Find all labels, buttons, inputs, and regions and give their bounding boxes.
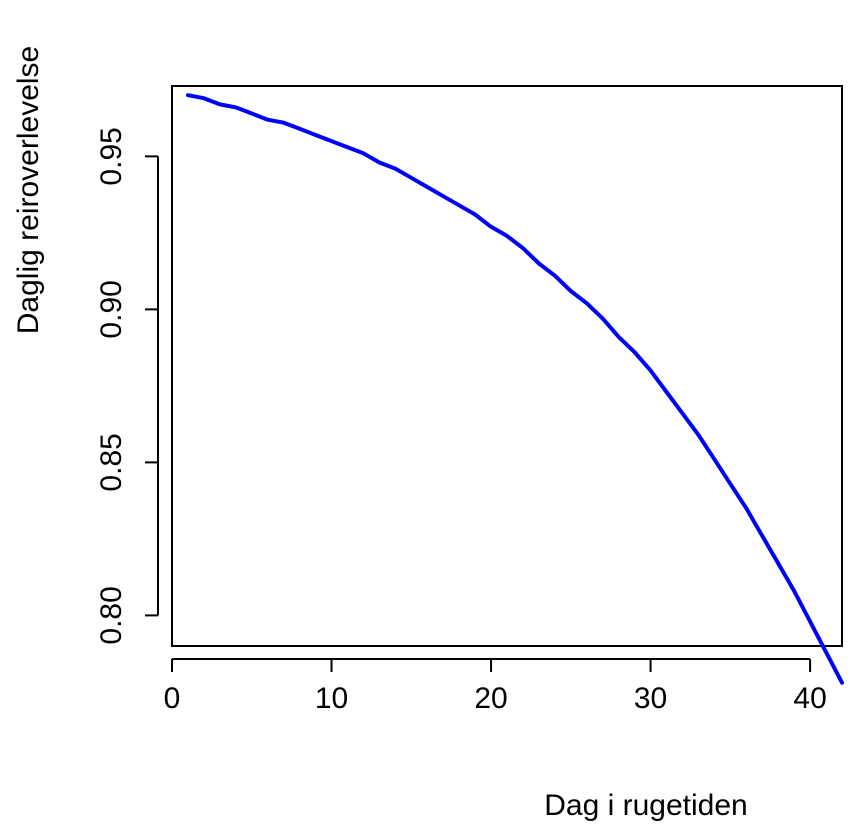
x-axis-title: Dag i rugetiden bbox=[544, 789, 747, 822]
y-tick-label: 0.95 bbox=[95, 127, 128, 185]
x-tick-label: 40 bbox=[793, 682, 826, 715]
y-tick-label: 0.85 bbox=[95, 433, 128, 491]
y-axis-ticks: 0.80 0.85 0.90 0.95 bbox=[95, 127, 158, 645]
x-axis-ticks: 0 10 20 30 40 bbox=[164, 659, 827, 715]
x-tick-label: 30 bbox=[634, 682, 667, 715]
y-tick-label: 0.80 bbox=[95, 586, 128, 644]
x-tick-label: 20 bbox=[474, 682, 507, 715]
y-tick-label: 0.90 bbox=[95, 280, 128, 338]
plot-area-frame bbox=[171, 85, 843, 647]
y-axis-title: Daglig reiroverlevelse bbox=[12, 46, 45, 334]
series-layer bbox=[186, 93, 844, 685]
x-tick-label: 0 bbox=[164, 682, 181, 715]
series-line bbox=[186, 93, 844, 685]
x-tick-label: 10 bbox=[315, 682, 348, 715]
